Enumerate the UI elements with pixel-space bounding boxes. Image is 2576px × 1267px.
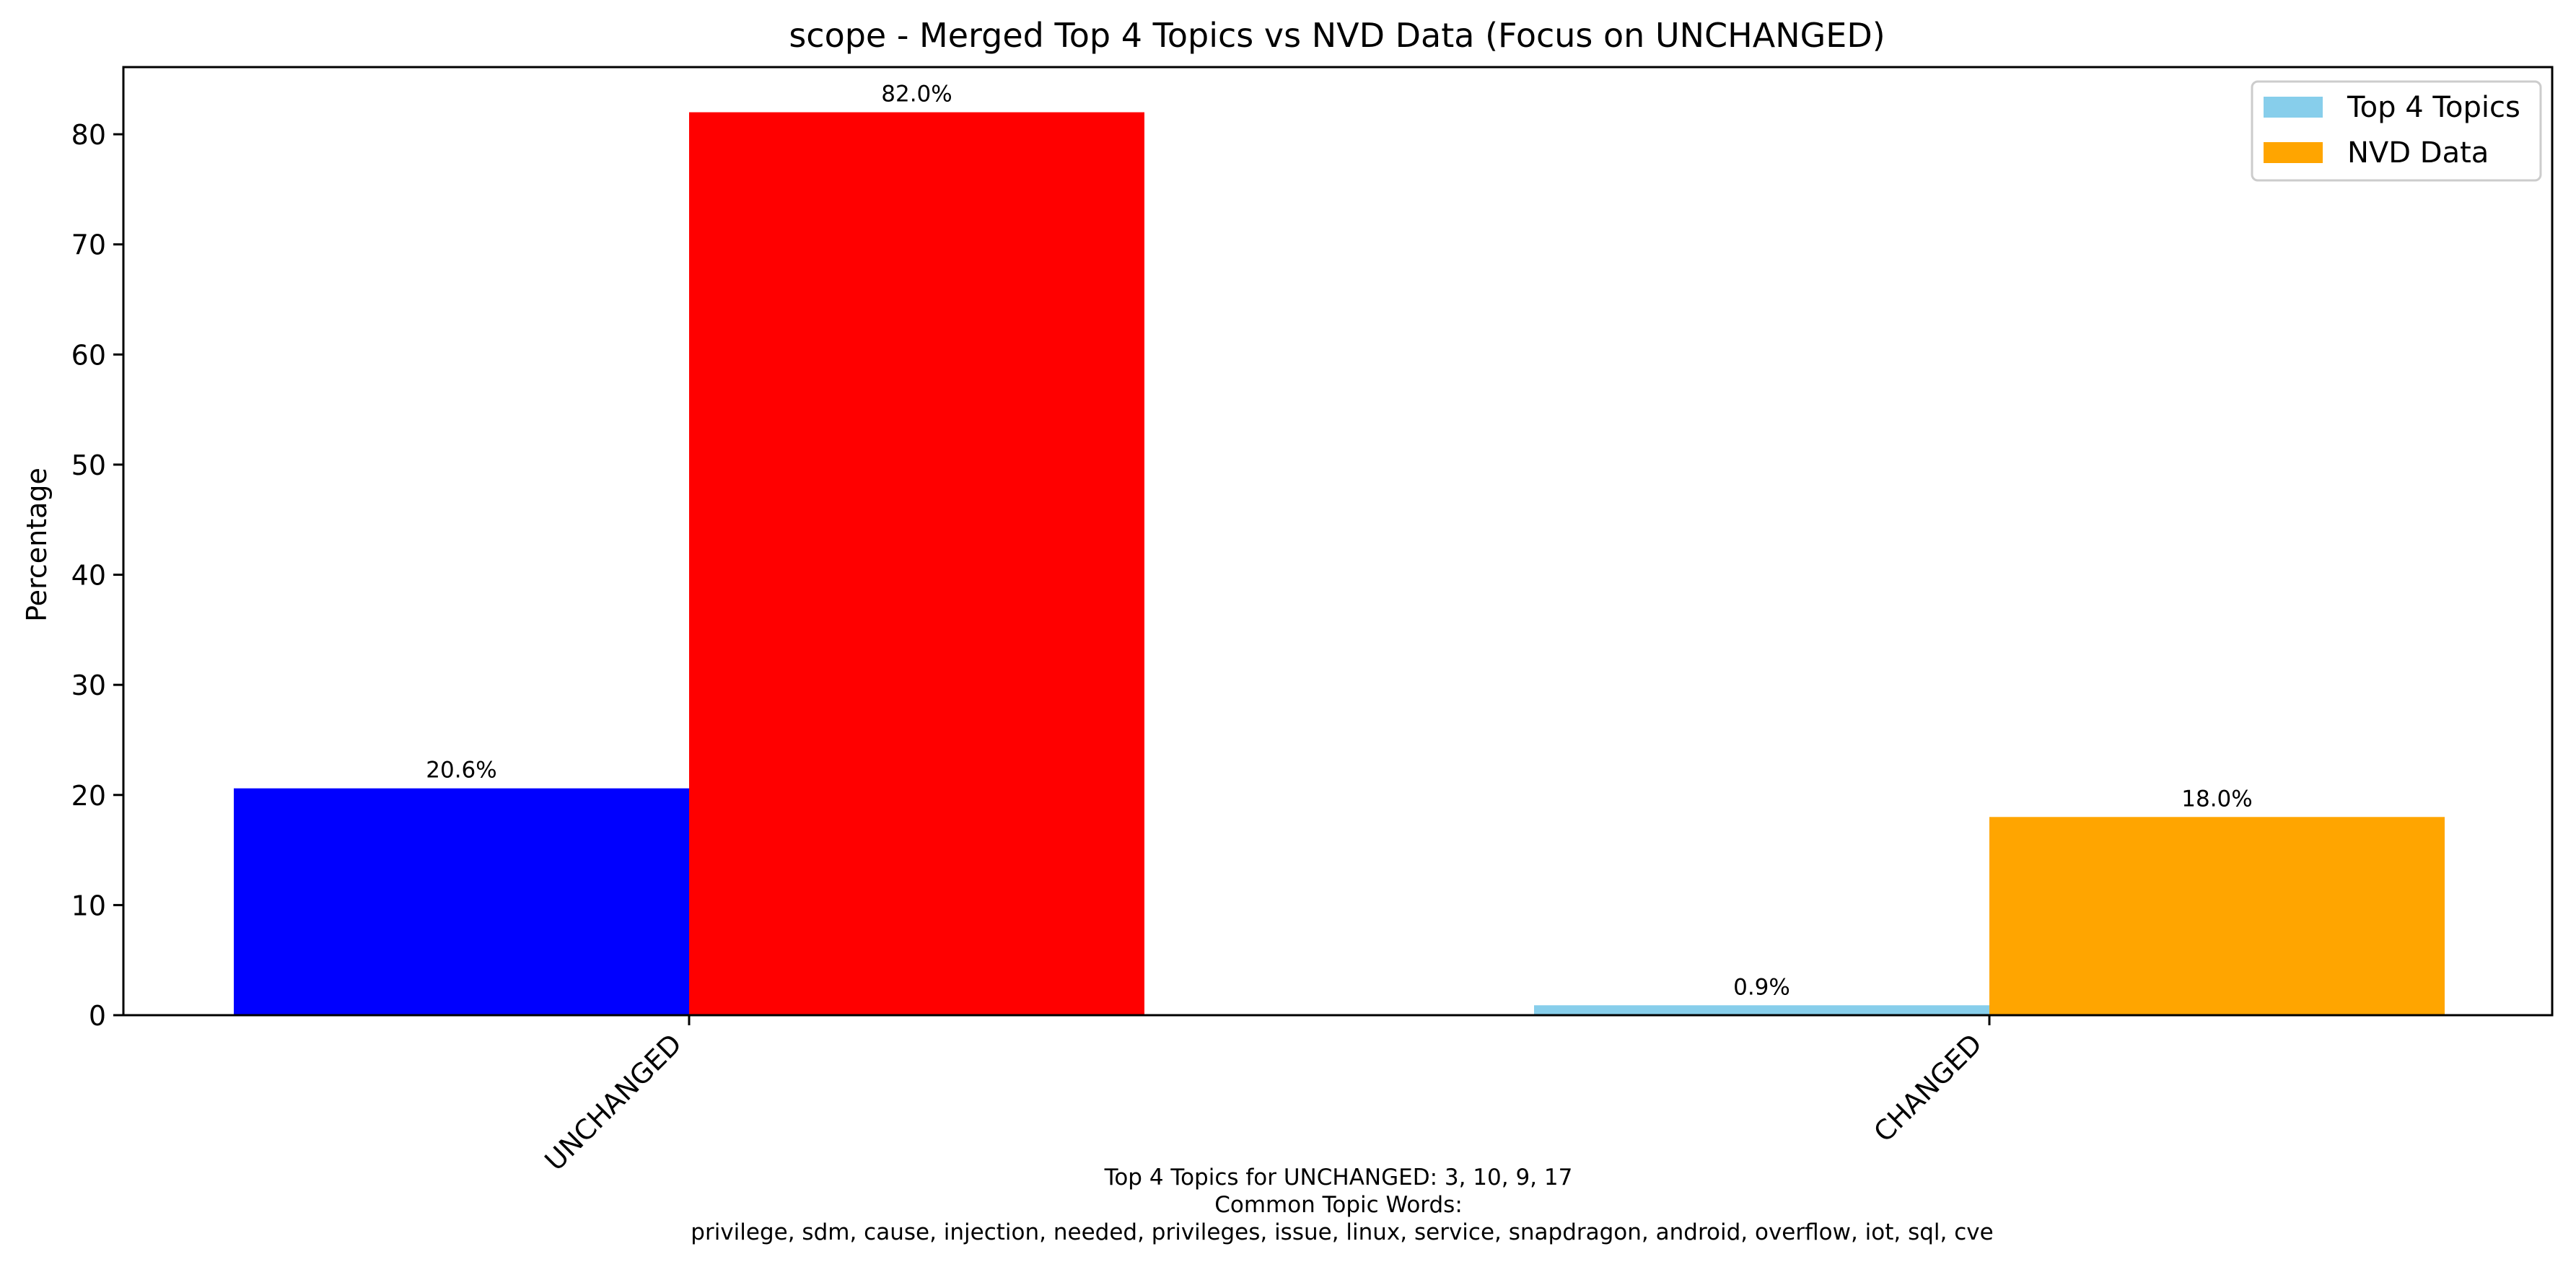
legend-label-top-4-topics: Top 4 Topics: [2347, 91, 2520, 124]
y-tick-label: 0: [89, 1000, 106, 1032]
y-tick-label: 70: [71, 229, 106, 261]
bar-labels-group: 20.6% 82.0% 0.9% 18.0%: [426, 82, 2252, 1001]
legend-swatch-nvd-data: [2264, 142, 2323, 163]
bar-label-changed-top-4-topics: 0.9%: [1733, 974, 1790, 1000]
x-tick-label-unchanged: UNCHANGED: [539, 1027, 688, 1177]
y-tick-label: 60: [71, 339, 106, 371]
bars-group: [234, 112, 2445, 1016]
plot-area-frame: [122, 66, 2554, 1017]
bar-unchanged-top-4-topics: [234, 788, 689, 1015]
bar-label-unchanged-top-4-topics: 20.6%: [426, 758, 496, 784]
legend-label-nvd-data: NVD Data: [2347, 136, 2489, 170]
y-axis-label: Percentage: [21, 468, 53, 622]
x-tick-label-changed: CHANGED: [1867, 1027, 1988, 1148]
y-tick-label: 20: [71, 780, 106, 812]
bar-changed-top-4-topics: [1534, 1005, 1989, 1015]
bar-changed-nvd-data: [1989, 817, 2445, 1015]
y-tick-label: 40: [71, 560, 106, 592]
legend-frame: [2251, 80, 2542, 182]
y-tick-label: 30: [71, 670, 106, 701]
x-axis: UNCHANGED CHANGED: [539, 1015, 1991, 1177]
y-axis: 0 10 20 30 40 50 60 70 80: [71, 119, 123, 1032]
footnote-top-topics: Top 4 Topics for UNCHANGED: 3, 10, 9, 17: [1104, 1165, 1573, 1191]
y-tick-label: 50: [71, 450, 106, 481]
legend-swatch-top-4-topics: [2264, 97, 2323, 118]
chart-title: scope - Merged Top 4 Topics vs NVD Data …: [789, 16, 1885, 55]
footnote: Top 4 Topics for UNCHANGED: 3, 10, 9, 17…: [691, 1165, 1993, 1245]
footnote-common-words-heading: Common Topic Words:: [1214, 1192, 1463, 1218]
legend: Top 4 Topics NVD Data: [2251, 80, 2542, 182]
y-tick-label: 10: [71, 890, 106, 921]
footnote-common-words-list: privilege, sdm, cause, injection, needed…: [691, 1219, 1993, 1245]
bar-label-changed-nvd-data: 18.0%: [2181, 786, 2252, 812]
y-tick-label: 80: [71, 119, 106, 151]
bar-label-unchanged-nvd-data: 82.0%: [881, 82, 952, 108]
bar-unchanged-nvd-data: [689, 112, 1144, 1016]
